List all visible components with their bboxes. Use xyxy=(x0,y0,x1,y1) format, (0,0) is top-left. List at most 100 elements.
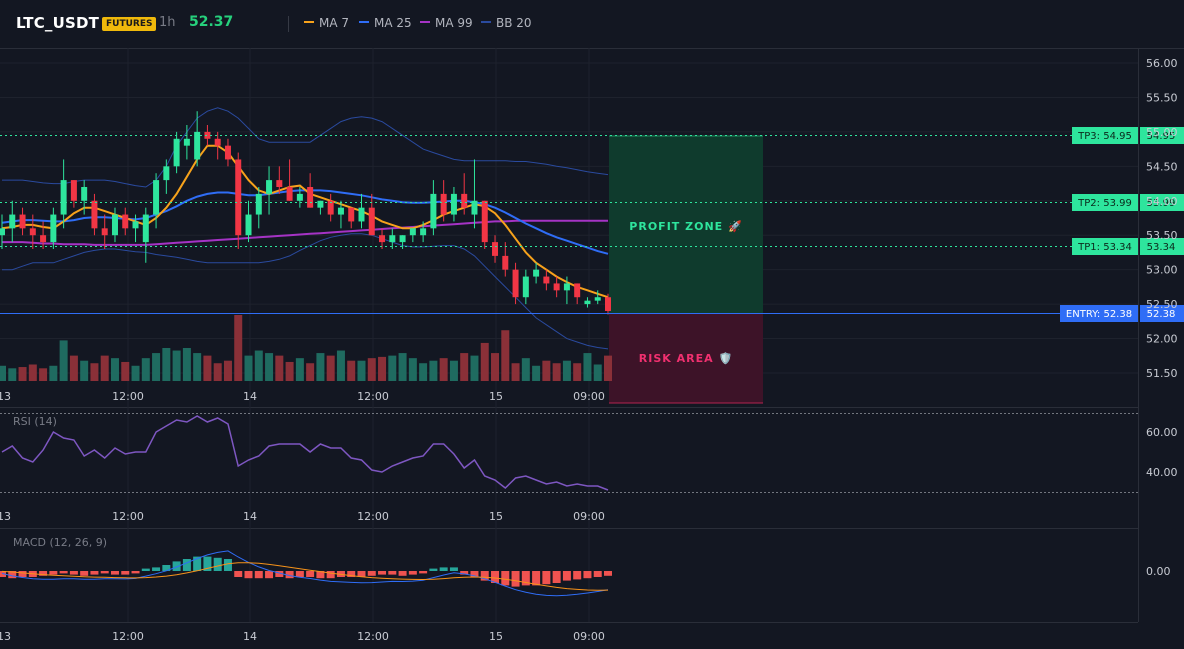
macd-hist-bar xyxy=(511,571,520,587)
candle-body xyxy=(60,180,67,215)
candle-body xyxy=(296,193,303,201)
volume-bar xyxy=(542,360,551,381)
time-tick: 12:00 xyxy=(112,510,144,523)
time-tick: 09:00 xyxy=(573,510,605,523)
macd-hist-bar xyxy=(152,567,161,571)
macd-tick-zero: 0.00 xyxy=(1146,565,1171,578)
grid-lines xyxy=(0,48,1138,622)
chart-header: LTC_USDT FUTURES 1h 52.37 MA 7 MA 25 MA … xyxy=(0,0,1184,48)
candle-body xyxy=(409,228,416,236)
volume-bar xyxy=(521,358,530,381)
volume-bar xyxy=(234,315,243,381)
legend-ma25-label: MA 25 xyxy=(374,16,412,30)
candle-body xyxy=(91,200,98,229)
legend-ma99[interactable]: MA 99 xyxy=(420,16,473,30)
volume-bar xyxy=(347,360,356,381)
time-tick: 12:00 xyxy=(112,390,144,403)
risk-area-label: RISK AREA 🛡️ xyxy=(639,352,733,365)
volume-bar xyxy=(316,353,325,381)
time-tick: 12:00 xyxy=(112,630,144,643)
macd-hist-bar xyxy=(244,571,253,579)
volume-bar xyxy=(429,360,438,381)
volume-bar xyxy=(193,353,202,381)
profit-zone xyxy=(609,136,763,314)
price-tick: 55.00 xyxy=(1146,126,1178,139)
volume-bar xyxy=(532,365,541,381)
candle-body xyxy=(337,207,344,215)
rsi-tick-40: 40.00 xyxy=(1146,466,1178,479)
price-tick: 54.50 xyxy=(1146,160,1178,173)
macd-signal-line xyxy=(1,562,609,591)
candle-body xyxy=(440,193,447,215)
interval-selector[interactable]: 1h xyxy=(159,15,176,30)
header-divider xyxy=(288,16,289,32)
volume-bar xyxy=(501,330,510,381)
candle-body xyxy=(214,138,221,146)
candle-body xyxy=(471,200,478,215)
profit-zone-label: PROFIT ZONE 🚀 xyxy=(629,220,742,233)
macd-hist-bar xyxy=(213,557,222,571)
candle-body xyxy=(317,200,324,208)
candle-body xyxy=(533,269,540,277)
candle-body xyxy=(574,283,581,298)
macd-hist-bar xyxy=(18,571,27,577)
legend-ma7[interactable]: MA 7 xyxy=(304,16,349,30)
macd-hist-bar xyxy=(501,571,510,586)
candle-body xyxy=(224,145,231,160)
macd-hist-bar xyxy=(480,571,489,581)
volume-bar xyxy=(491,353,500,381)
tp2-scale-value: 53.99 xyxy=(1147,198,1176,209)
tp3-scale-value: 54.95 xyxy=(1147,131,1176,142)
legend-bb20[interactable]: BB 20 xyxy=(481,16,532,30)
candle-body xyxy=(50,214,57,243)
candle-body xyxy=(430,193,437,229)
volume-bar xyxy=(59,340,68,381)
price-tick: 55.50 xyxy=(1146,91,1178,104)
price-scale[interactable]: 56.00 55.50 55.00 54.50 54.00 53.50 53.00 52.50… xyxy=(1146,57,1178,380)
price-tick: 52.50 xyxy=(1146,298,1178,311)
candle-body xyxy=(204,131,211,139)
candle-body xyxy=(235,159,242,236)
macd-hist-bar xyxy=(439,567,448,571)
symbol-name[interactable]: LTC_USDT xyxy=(16,14,100,32)
macd-hist-bar xyxy=(419,571,428,574)
tp2-tag xyxy=(1072,194,1138,211)
candle-body xyxy=(276,180,283,187)
entry-tag xyxy=(1060,305,1138,322)
macd-hist-bar xyxy=(460,571,469,575)
volume-bar xyxy=(275,355,284,381)
volume-bar xyxy=(162,348,171,381)
candle-body xyxy=(70,180,77,201)
tp3-tag xyxy=(1072,127,1138,144)
volume-bar xyxy=(593,364,602,381)
macd-hist-bar xyxy=(121,571,130,575)
futures-badge: FUTURES xyxy=(102,17,157,31)
volume-bar xyxy=(470,355,479,381)
volume-bar xyxy=(511,363,520,381)
macd-hist-bar xyxy=(295,571,304,577)
macd-hist-bar xyxy=(162,565,171,571)
volume-bar xyxy=(419,363,428,381)
trade-zones: PROFIT ZONE 🚀 RISK AREA 🛡️ xyxy=(609,135,763,404)
candle-body xyxy=(584,300,591,305)
candle-body xyxy=(29,228,36,236)
time-tick: 09:00 xyxy=(573,630,605,643)
tp3-scale-tag xyxy=(1140,127,1184,144)
macd-hist-bar xyxy=(100,571,109,574)
tp1-tag-label: TP1: 53.34 xyxy=(1077,242,1132,253)
legend-ma25[interactable]: MA 25 xyxy=(359,16,412,30)
macd-hist-bar xyxy=(491,571,500,583)
macd-hist-bar xyxy=(141,568,150,571)
price-tick: 53.50 xyxy=(1146,229,1178,242)
macd-hist-bar xyxy=(449,567,458,571)
tp3-tag-label: TP3: 54.95 xyxy=(1077,131,1132,142)
macd-hist-bar xyxy=(542,571,551,585)
candle-body xyxy=(563,283,570,291)
volume-bar xyxy=(172,350,181,381)
candle-body xyxy=(450,193,457,215)
volume-bar xyxy=(223,360,232,381)
entry-tag-label: ENTRY: 52.38 xyxy=(1066,309,1132,320)
price-tick: 54.00 xyxy=(1146,195,1178,208)
volume-bar xyxy=(90,363,99,381)
